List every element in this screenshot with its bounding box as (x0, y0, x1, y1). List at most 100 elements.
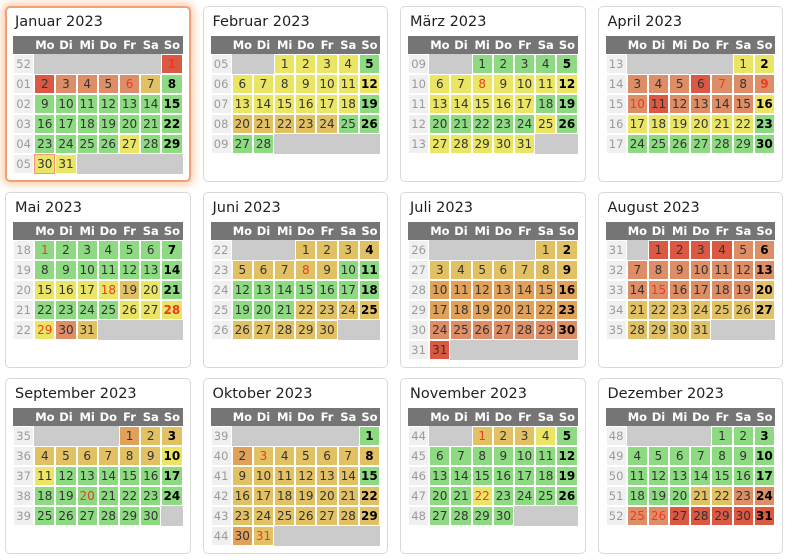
day-cell[interactable]: 23 (316, 300, 338, 320)
day-cell[interactable]: 22 (118, 486, 141, 506)
day-cell[interactable]: 15 (711, 466, 733, 486)
day-cell[interactable]: 4 (274, 446, 296, 466)
day-cell[interactable]: 4 (450, 260, 472, 280)
day-cell[interactable]: 6 (252, 260, 275, 280)
day-cell[interactable]: 19 (669, 114, 691, 134)
day-cell[interactable]: 25 (535, 114, 557, 134)
day-cell[interactable]: 4 (626, 446, 648, 466)
day-cell[interactable]: 1 (34, 240, 56, 260)
day-cell[interactable]: 6 (753, 240, 775, 260)
day-cell[interactable]: 20 (669, 486, 691, 506)
day-cell[interactable]: 12 (358, 74, 380, 94)
day-cell[interactable]: 2 (753, 54, 775, 74)
day-cell[interactable]: 9 (316, 260, 338, 280)
day-cell[interactable]: 3 (337, 240, 359, 260)
day-cell[interactable]: 29 (358, 506, 380, 526)
day-cell[interactable]: 10 (76, 260, 98, 280)
day-cell[interactable]: 27 (753, 300, 775, 320)
day-cell[interactable]: 18 (274, 486, 296, 506)
day-cell[interactable]: 8 (295, 260, 317, 280)
day-cell[interactable]: 11 (626, 466, 648, 486)
day-cell[interactable]: 6 (669, 446, 691, 466)
day-cell[interactable]: 15 (471, 94, 493, 114)
day-cell[interactable]: 6 (316, 446, 338, 466)
day-cell[interactable]: 9 (34, 94, 56, 114)
day-cell[interactable]: 29 (732, 134, 754, 154)
day-cell[interactable]: 22 (295, 300, 317, 320)
day-cell[interactable]: 10 (626, 94, 648, 114)
day-cell[interactable]: 18 (450, 300, 472, 320)
day-cell[interactable]: 15 (34, 280, 56, 300)
day-cell[interactable]: 7 (690, 446, 712, 466)
day-cell[interactable]: 10 (753, 446, 775, 466)
day-cell[interactable]: 10 (337, 260, 359, 280)
day-cell[interactable]: 13 (429, 466, 451, 486)
day-cell[interactable]: 12 (295, 466, 317, 486)
day-cell[interactable]: 22 (711, 486, 733, 506)
day-cell[interactable]: 12 (97, 94, 119, 114)
day-cell[interactable]: 24 (753, 486, 775, 506)
day-cell[interactable]: 3 (626, 74, 648, 94)
day-cell[interactable]: 19 (732, 280, 754, 300)
day-cell[interactable]: 4 (337, 54, 359, 74)
day-cell[interactable]: 23 (295, 114, 317, 134)
day-cell[interactable]: 26 (732, 300, 754, 320)
day-cell[interactable]: 22 (274, 114, 296, 134)
day-cell[interactable]: 17 (753, 466, 775, 486)
day-cell[interactable]: 5 (295, 446, 317, 466)
day-cell[interactable]: 18 (535, 94, 557, 114)
day-cell[interactable]: 31 (429, 340, 451, 360)
day-cell[interactable]: 2 (492, 426, 514, 446)
day-cell[interactable]: 6 (690, 74, 712, 94)
day-cell[interactable]: 30 (34, 154, 56, 174)
day-cell[interactable]: 20 (118, 114, 141, 134)
day-cell[interactable]: 22 (732, 114, 754, 134)
day-cell[interactable]: 2 (140, 426, 162, 446)
day-cell[interactable]: 31 (252, 526, 275, 546)
day-cell[interactable]: 14 (711, 94, 733, 114)
day-cell[interactable]: 15 (295, 280, 317, 300)
day-cell[interactable]: 18 (647, 114, 670, 134)
day-cell[interactable]: 1 (732, 54, 754, 74)
day-cell[interactable]: 5 (556, 426, 578, 446)
day-cell[interactable]: 25 (76, 134, 98, 154)
day-cell[interactable]: 11 (76, 94, 98, 114)
day-cell[interactable]: 2 (231, 446, 253, 466)
day-cell[interactable]: 30 (492, 506, 514, 526)
day-cell[interactable]: 22 (34, 300, 56, 320)
day-cell[interactable]: 10 (513, 446, 536, 466)
day-cell[interactable]: 30 (231, 526, 253, 546)
day-cell[interactable]: 9 (231, 466, 253, 486)
day-cell[interactable]: 1 (471, 54, 493, 74)
day-cell[interactable]: 19 (556, 94, 578, 114)
day-cell[interactable]: 28 (626, 320, 648, 340)
day-cell[interactable]: 11 (535, 446, 557, 466)
day-cell[interactable]: 16 (669, 280, 691, 300)
day-cell[interactable]: 1 (161, 54, 183, 74)
day-cell[interactable]: 25 (626, 506, 648, 526)
day-cell[interactable]: 1 (647, 240, 670, 260)
day-cell[interactable]: 16 (140, 466, 162, 486)
day-cell[interactable]: 20 (76, 486, 98, 506)
day-cell[interactable]: 3 (161, 426, 183, 446)
day-cell[interactable]: 19 (55, 486, 77, 506)
day-cell[interactable]: 23 (55, 300, 77, 320)
day-cell[interactable]: 11 (647, 94, 670, 114)
day-cell[interactable]: 21 (450, 486, 472, 506)
day-cell[interactable]: 28 (450, 506, 472, 526)
day-cell[interactable]: 21 (161, 280, 183, 300)
day-cell[interactable]: 28 (97, 506, 119, 526)
day-cell[interactable]: 12 (732, 260, 754, 280)
day-cell[interactable]: 24 (161, 486, 183, 506)
day-cell[interactable]: 17 (161, 466, 183, 486)
day-cell[interactable]: 28 (274, 320, 296, 340)
day-cell[interactable]: 20 (231, 114, 253, 134)
day-cell[interactable]: 21 (711, 114, 733, 134)
day-cell[interactable]: 28 (711, 134, 733, 154)
day-cell[interactable]: 13 (76, 466, 98, 486)
day-cell[interactable]: 30 (55, 320, 77, 340)
day-cell[interactable]: 19 (295, 486, 317, 506)
day-cell[interactable]: 27 (669, 506, 691, 526)
day-cell[interactable]: 6 (76, 446, 98, 466)
day-cell[interactable]: 25 (34, 506, 56, 526)
